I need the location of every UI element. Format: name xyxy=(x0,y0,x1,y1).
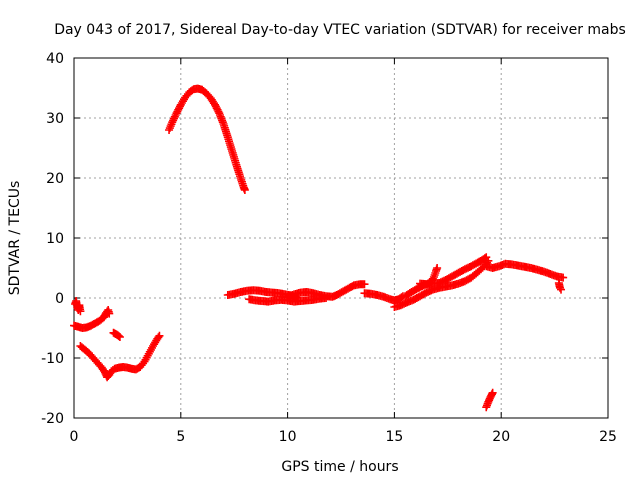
y-tick-label: 40 xyxy=(46,51,64,67)
data-point xyxy=(168,118,177,127)
x-tick-label: 15 xyxy=(385,429,403,445)
data-point xyxy=(169,114,178,123)
data-point xyxy=(360,280,369,289)
data-point xyxy=(433,264,442,272)
x-tick-label: 20 xyxy=(492,429,510,445)
series-sat-d xyxy=(76,331,164,382)
data-point xyxy=(76,307,85,316)
data-point xyxy=(171,111,180,119)
data-point xyxy=(482,253,491,262)
y-tick-label: 0 xyxy=(55,291,64,307)
series-sat-m xyxy=(482,259,568,282)
data-point xyxy=(214,107,223,116)
grid xyxy=(74,58,608,418)
y-tick-label: 20 xyxy=(46,171,64,187)
series-sat-a xyxy=(71,297,85,316)
data-point xyxy=(169,116,178,125)
data-point xyxy=(559,273,568,282)
data-point xyxy=(240,186,249,194)
x-tick-label: 0 xyxy=(70,429,79,445)
x-tick-label: 5 xyxy=(176,429,185,445)
data-point xyxy=(480,254,489,263)
series-sat-h xyxy=(283,280,369,301)
series-sat-j xyxy=(390,256,493,311)
series-sat-c xyxy=(109,328,124,341)
y-tick-label: -10 xyxy=(41,351,64,367)
data-point xyxy=(115,333,124,341)
series-sat-b xyxy=(70,306,114,332)
y-axis-label: SDTVAR / TECUs xyxy=(7,181,23,296)
x-tick-label: 10 xyxy=(279,429,297,445)
data-point xyxy=(557,285,566,294)
data-point xyxy=(105,309,114,318)
x-axis-label: GPS time / hours xyxy=(281,459,398,475)
data-point xyxy=(114,332,123,341)
series-sat-n xyxy=(554,279,566,294)
chart-title: Day 043 of 2017, Sidereal Day-to-day VTE… xyxy=(54,22,626,38)
y-tick-label: -20 xyxy=(41,411,64,427)
series-sat-o xyxy=(482,388,497,412)
x-tick-label: 25 xyxy=(599,429,617,445)
data-point xyxy=(154,333,163,342)
data-point xyxy=(555,283,564,292)
data-points xyxy=(70,84,568,412)
y-tick-label: 10 xyxy=(46,231,64,247)
axis-ticks: 0 5 10 15 20 25 -20 -10 0 10 20 30 40 xyxy=(41,51,617,445)
y-tick-label: 30 xyxy=(46,111,64,127)
series-sat-e xyxy=(165,84,249,194)
data-point xyxy=(488,388,497,397)
series-sat-l xyxy=(416,253,491,289)
data-point xyxy=(155,331,164,340)
data-point xyxy=(170,112,179,121)
data-point xyxy=(397,293,406,302)
